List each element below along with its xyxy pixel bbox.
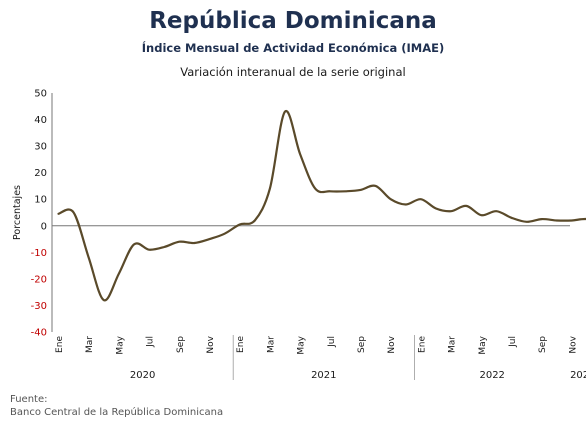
data-point	[480, 214, 482, 216]
data-point	[193, 242, 195, 244]
series-line	[57, 110, 586, 302]
data-point	[133, 243, 135, 245]
data-point	[58, 213, 60, 215]
x-tick-label: Mar	[266, 336, 276, 353]
data-point	[405, 204, 407, 206]
data-point	[526, 221, 528, 223]
data-point	[239, 224, 241, 226]
data-point	[269, 188, 271, 190]
data-point	[375, 185, 377, 187]
data-point	[209, 238, 211, 240]
data-point	[163, 246, 165, 248]
data-point	[556, 220, 558, 222]
x-tick-label: Mar	[85, 336, 95, 353]
x-tick-label: Jul	[327, 336, 337, 348]
x-tick-label: Ene	[417, 336, 427, 353]
x-tick-label: Jul	[146, 336, 156, 348]
source-label: Fuente:	[10, 394, 48, 405]
y-tick-label: 0	[41, 221, 47, 232]
x-tick-label: Jul	[508, 336, 518, 348]
data-point	[541, 218, 543, 220]
y-tick-label: -20	[31, 274, 47, 285]
data-point	[88, 257, 90, 259]
y-tick-label: 50	[34, 89, 47, 100]
data-point	[435, 208, 437, 210]
x-tick-label: Sep	[538, 336, 548, 353]
data-point	[465, 205, 467, 207]
x-tick-label: Nov	[206, 335, 216, 353]
x-tick-label: Ene	[236, 336, 246, 353]
y-tick-label: 40	[34, 115, 47, 126]
chart-title: República Dominicana	[149, 8, 437, 34]
data-point	[390, 198, 392, 200]
chart-caption: Variación interanual de la serie origina…	[180, 65, 406, 79]
data-point	[511, 217, 513, 219]
data-point	[495, 210, 497, 212]
x-tick-label: Sep	[176, 336, 186, 353]
x-year-label: 2020	[130, 370, 155, 381]
data-point	[73, 212, 75, 214]
y-tick-label: 10	[34, 195, 47, 206]
y-tick-label: 30	[34, 142, 47, 153]
data-point	[254, 220, 256, 222]
data-point	[148, 249, 150, 251]
y-tick-label: -10	[31, 248, 47, 259]
y-axis-title: Porcentajes	[12, 185, 23, 240]
y-tick-label: 20	[34, 168, 47, 179]
x-tick-label: May	[297, 335, 307, 354]
data-point	[329, 190, 331, 192]
data-point	[571, 220, 573, 222]
data-point	[299, 153, 301, 155]
x-tick-label: Ene	[55, 336, 65, 353]
x-tick-label: May	[478, 335, 488, 354]
x-tick-label: Nov	[387, 335, 397, 353]
chart-subtitle: Índice Mensual de Actividad Económica (I…	[141, 41, 445, 55]
y-tick-label: -40	[31, 328, 47, 339]
data-point	[314, 188, 316, 190]
data-point	[450, 210, 452, 212]
x-year-label: 2021	[311, 370, 336, 381]
data-point	[284, 111, 286, 113]
x-year-label: 2022	[479, 370, 504, 381]
data-point	[344, 190, 346, 192]
data-point	[178, 241, 180, 243]
y-tick-label: -30	[31, 301, 47, 312]
x-tick-label: Mar	[448, 336, 458, 353]
data-point	[360, 189, 362, 191]
x-year-label: 2023	[570, 370, 586, 381]
data-point	[103, 299, 105, 301]
data-point	[224, 233, 226, 235]
data-point	[118, 273, 120, 275]
source-text: Banco Central de la República Dominicana	[10, 407, 224, 418]
x-tick-label: Nov	[568, 335, 578, 353]
x-tick-label: May	[115, 335, 125, 354]
x-tick-label: Sep	[357, 336, 367, 353]
data-point	[420, 198, 422, 200]
